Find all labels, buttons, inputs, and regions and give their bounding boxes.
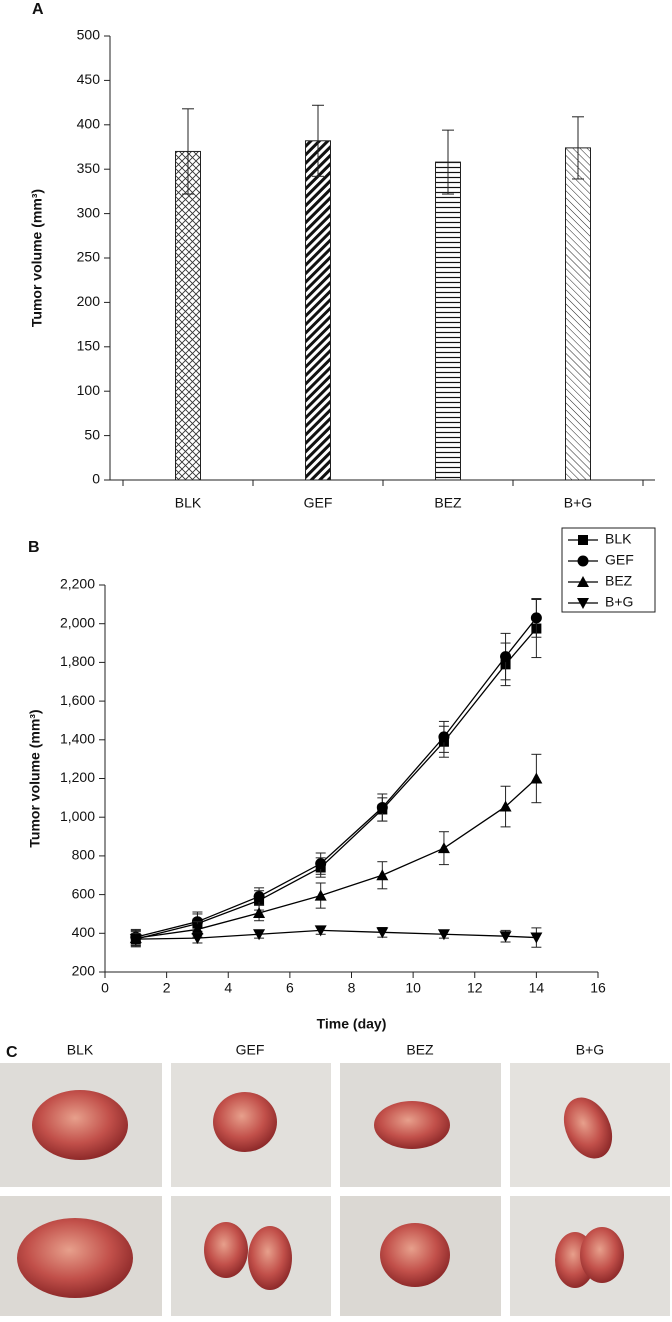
marker [253,906,266,918]
marker [577,555,589,567]
y-tick-label: 1,400 [60,731,95,747]
bar [305,140,331,481]
marker [530,772,543,784]
x-tick-label: 0 [101,980,109,996]
error-bar [182,108,194,195]
legend-label: BEZ [605,573,633,589]
x-tick-label: 16 [590,980,606,996]
y-tick-label: 200 [72,963,96,979]
legend: BLK GEF BEZ B+G [561,527,656,613]
photo [340,1063,501,1187]
bar [565,147,591,481]
y-tick-label: 50 [84,426,100,442]
marker [578,535,588,545]
panel-label: B [28,539,40,556]
photo [340,1196,501,1316]
x-tick-label: 10 [405,980,421,996]
y-tick-label: 450 [77,71,101,87]
marker [499,931,512,943]
y-tick-label: 300 [77,204,101,220]
marker [499,800,512,812]
y-tick-label: 400 [77,116,101,132]
y-axis-label: Tumor volume (mm³) [27,709,43,847]
marker [376,802,388,814]
series-line [135,778,537,939]
marker [191,923,204,935]
marker [438,731,450,743]
bar [175,150,201,481]
marker [376,927,389,939]
photo-label: GEF [236,1042,265,1058]
x-tick-label: BEZ [434,495,462,511]
y-tick-label: 100 [77,382,101,398]
x-tick-label: 8 [348,980,356,996]
marker [530,612,542,624]
y-tick-label: 1,000 [60,808,95,824]
photo [510,1063,670,1187]
y-tick-label: 800 [72,847,96,863]
marker [577,598,589,609]
photo [0,1196,162,1316]
photo [171,1063,331,1187]
x-tick-label: 2 [163,980,171,996]
x-tick-label: 4 [224,980,232,996]
x-tick-label: 14 [529,980,545,996]
y-tick-label: 0 [92,471,100,487]
photo [0,1063,162,1187]
photo-label: BLK [67,1042,94,1058]
y-tick-label: 1,200 [60,769,95,785]
y-axis-label: Tumor volume (mm³) [29,189,45,327]
legend-label: BLK [605,531,632,547]
panel-label: C [6,1044,18,1061]
y-tick-label: 200 [77,293,101,309]
photo [510,1196,670,1316]
series-line [135,617,537,938]
photo-panel [0,1063,670,1316]
error-bar [442,129,454,195]
y-tick-label: 400 [72,924,96,940]
error-bar [312,104,324,177]
marker [253,891,265,903]
marker [129,934,142,946]
y-tick-label: 2,000 [60,614,95,630]
x-tick-label: 6 [286,980,294,996]
x-tick-label: 12 [467,980,483,996]
marker [253,929,266,941]
series-line [135,929,537,940]
marker [437,929,450,941]
series-line [135,628,537,940]
panel-label: A [32,1,44,18]
y-tick-label: 350 [77,160,101,176]
photo-label: B+G [576,1042,604,1058]
y-tick-label: 150 [77,338,101,354]
x-tick-label: B+G [564,495,592,511]
y-tick-label: 500 [77,27,101,43]
marker [500,651,512,663]
marker [437,842,450,854]
legend-label: GEF [605,552,634,568]
y-tick-label: 1,600 [60,692,95,708]
y-tick-label: 1,800 [60,653,95,669]
marker [577,576,589,587]
marker [315,858,327,870]
photo-label: BEZ [406,1042,434,1058]
legend-label: B+G [605,594,633,610]
x-tick-label: GEF [304,495,333,511]
x-axis-label: Time (day) [317,1016,387,1032]
y-tick-label: 600 [72,885,96,901]
error-bar [572,116,584,180]
marker [376,869,389,881]
marker [314,925,327,937]
marker [314,889,327,901]
bar [435,161,461,481]
marker [530,932,543,944]
marker [191,933,204,945]
photo [171,1196,331,1316]
y-tick-label: 2,200 [60,576,95,592]
x-tick-label: BLK [175,495,202,511]
y-tick-label: 250 [77,249,101,265]
